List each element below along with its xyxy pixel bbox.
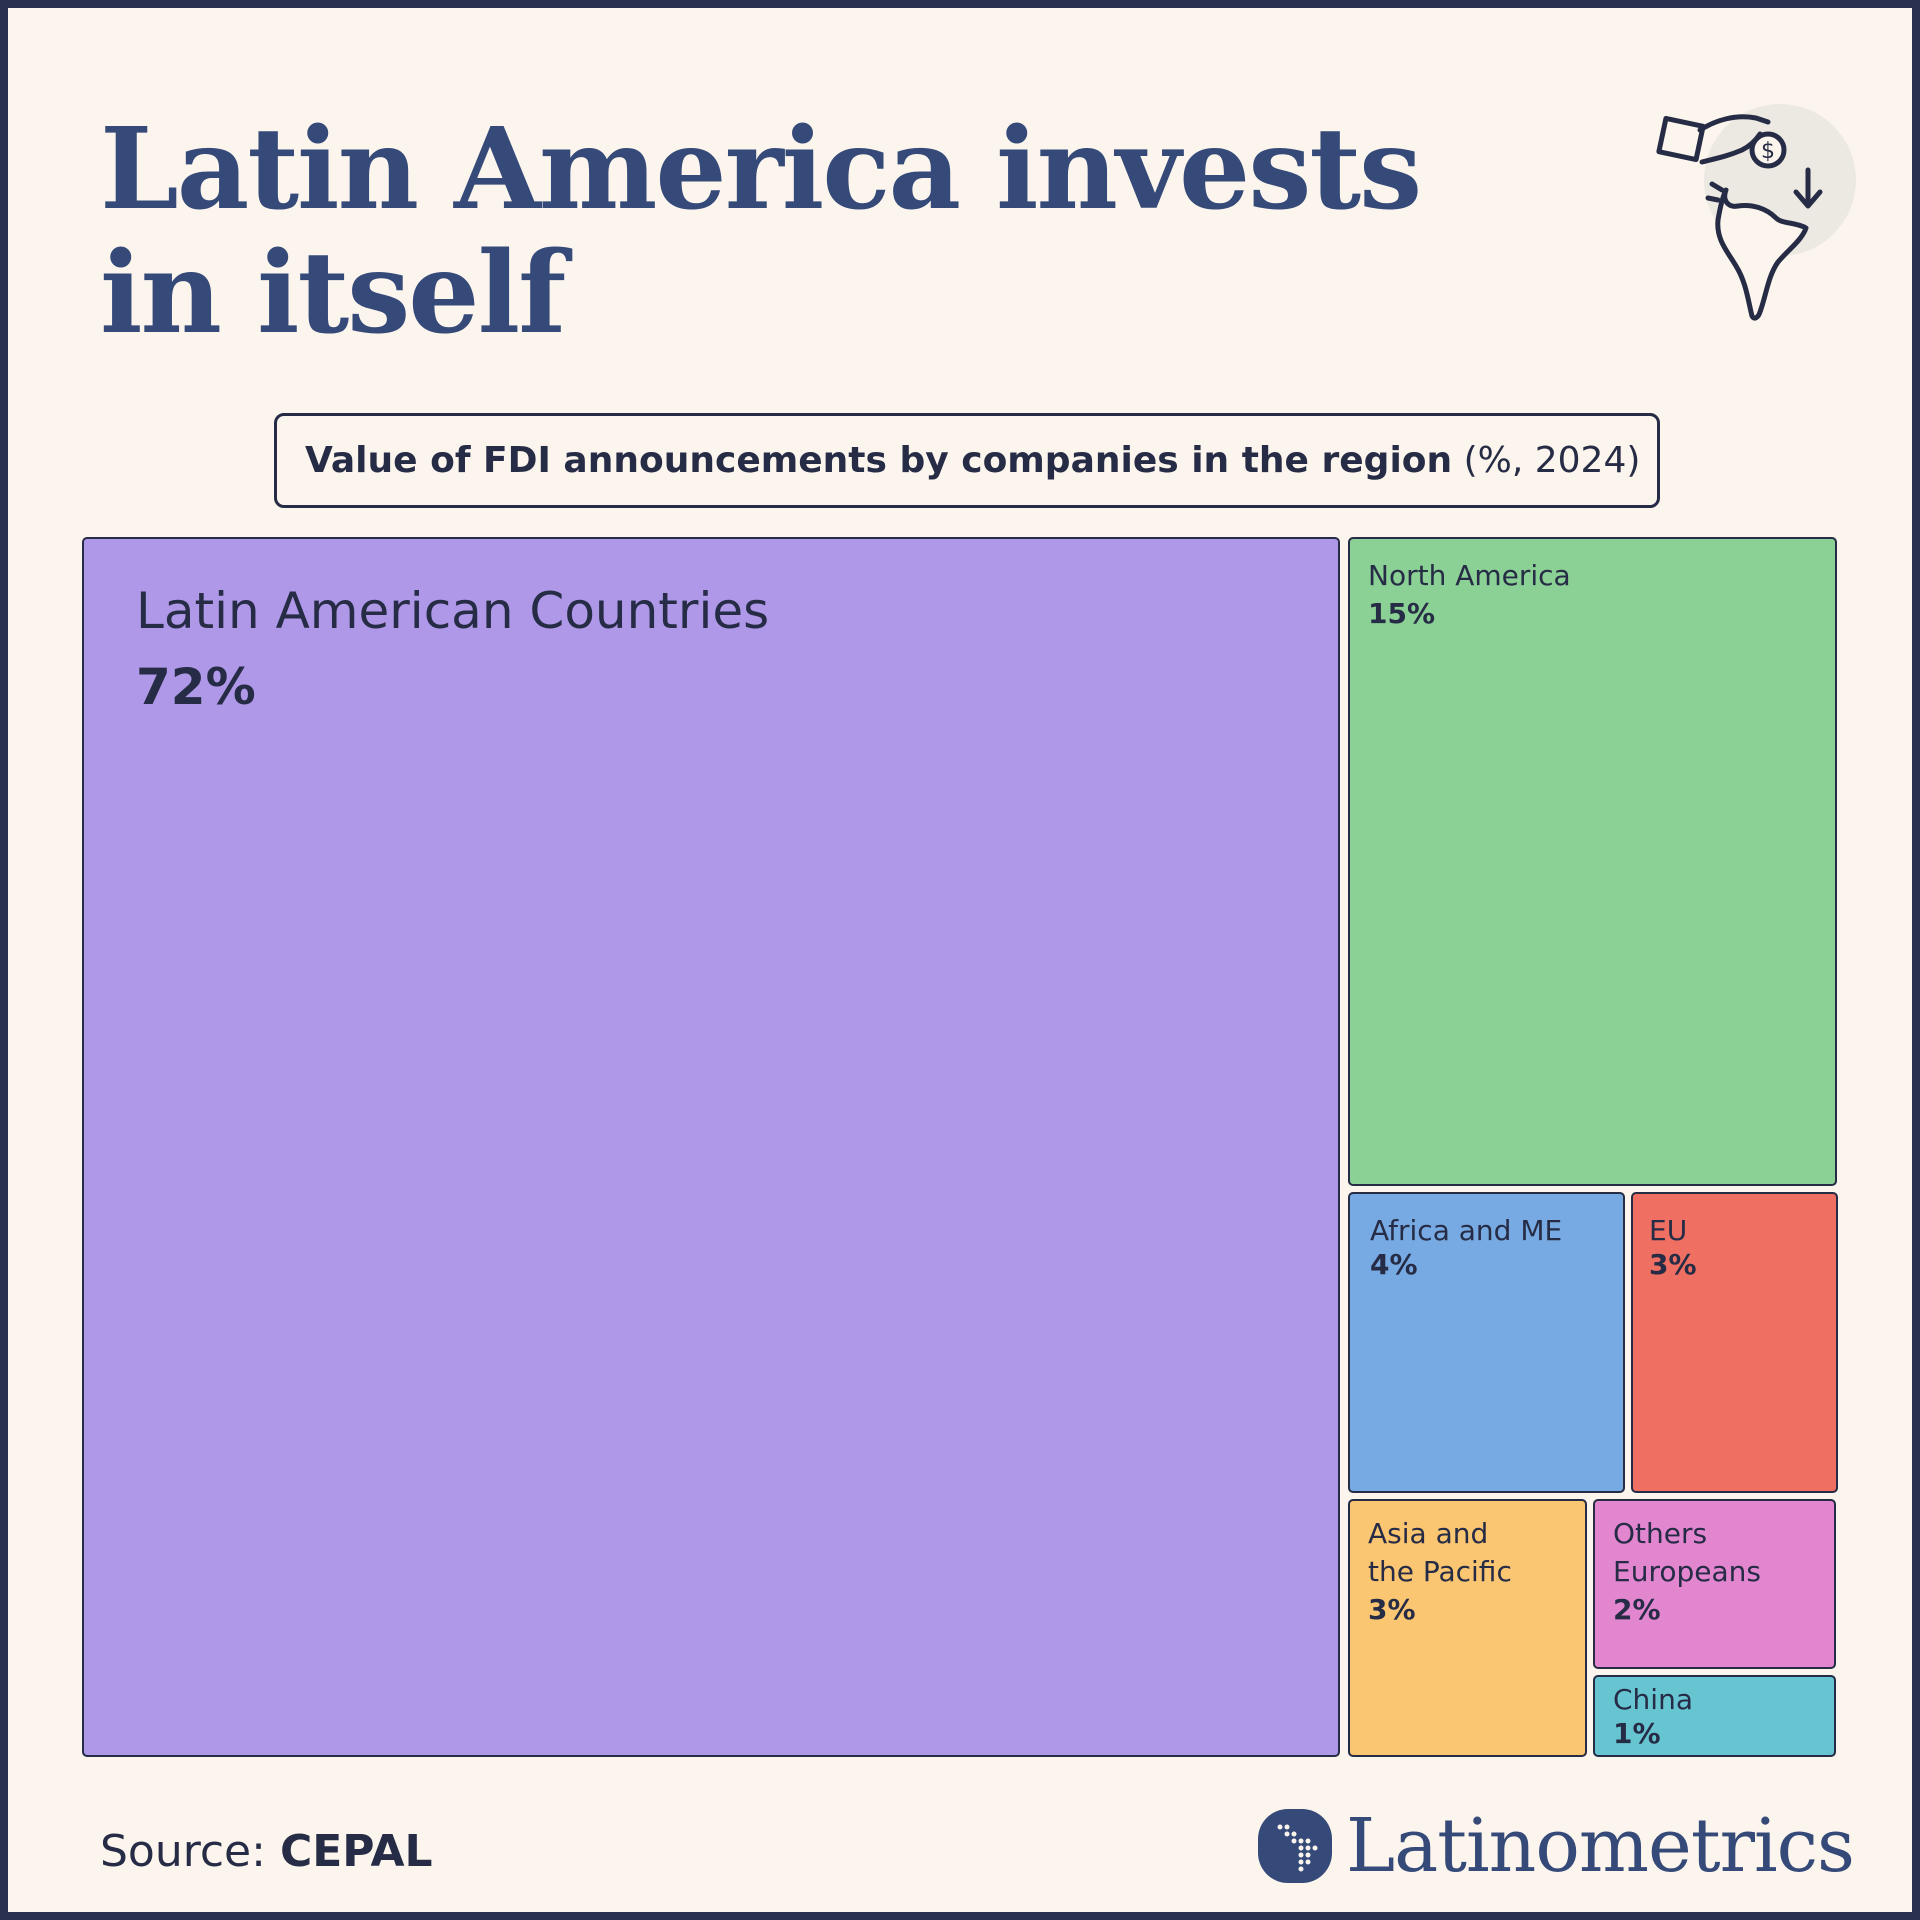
brand-logo: Latinometrics xyxy=(1258,1803,1855,1889)
source-note: Source: CEPAL xyxy=(100,1826,433,1877)
treemap-cell: EU 3% xyxy=(1631,1192,1838,1493)
treemap-cell-value: 72% xyxy=(136,658,256,716)
treemap-cell: North America 15% xyxy=(1348,537,1837,1186)
treemap-cell: Asia and the Pacific 3% xyxy=(1348,1499,1587,1757)
svg-text:$: $ xyxy=(1761,139,1775,164)
investment-hand-coin-americas-icon: $ xyxy=(1656,104,1856,321)
source-name: CEPAL xyxy=(279,1826,433,1877)
treemap-cell-label: EU xyxy=(1649,1214,1688,1247)
latin-america-dots-logo-icon xyxy=(1258,1809,1332,1883)
treemap-cell: China 1% xyxy=(1593,1675,1836,1757)
title-line-1: Latin America invests xyxy=(100,104,1422,235)
subtitle-main: Value of FDI announcements by companies … xyxy=(305,440,1453,481)
chart-subtitle-box: Value of FDI announcements by companies … xyxy=(274,413,1660,508)
treemap-cell: Africa and ME 4% xyxy=(1348,1192,1625,1493)
brand-name: Latinometrics xyxy=(1346,1803,1855,1889)
treemap-cell-label: China xyxy=(1613,1683,1693,1716)
subtitle-unit: (%, 2024) xyxy=(1452,440,1641,481)
page-title: Latin America invests in itself xyxy=(100,104,1422,359)
treemap-cell-value: 1% xyxy=(1613,1717,1661,1750)
treemap-cell-label: Others Europeans xyxy=(1613,1517,1761,1588)
treemap-cell: Others Europeans 2% xyxy=(1593,1499,1836,1669)
treemap-cell-label: Latin American Countries xyxy=(136,582,770,640)
treemap-cell: Latin American Countries 72% xyxy=(82,537,1340,1757)
treemap-cell-value: 2% xyxy=(1613,1593,1661,1626)
treemap-cell-value: 4% xyxy=(1370,1248,1418,1281)
treemap-cell-label: North America xyxy=(1368,559,1571,592)
treemap-cell-value: 15% xyxy=(1368,597,1436,630)
treemap-cell-value: 3% xyxy=(1368,1593,1416,1626)
treemap-cell-label: Asia and the Pacific xyxy=(1368,1517,1512,1588)
source-prefix: Source: xyxy=(100,1826,280,1877)
treemap-cell-label: Africa and ME xyxy=(1370,1214,1563,1247)
treemap-cell-value: 3% xyxy=(1649,1248,1697,1281)
title-line-2: in itself xyxy=(100,228,566,359)
